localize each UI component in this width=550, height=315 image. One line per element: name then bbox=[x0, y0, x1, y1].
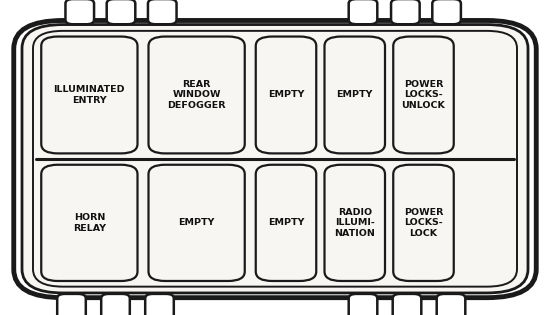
FancyBboxPatch shape bbox=[107, 0, 135, 24]
FancyBboxPatch shape bbox=[14, 20, 536, 298]
FancyBboxPatch shape bbox=[391, 0, 420, 24]
FancyBboxPatch shape bbox=[65, 0, 94, 24]
FancyBboxPatch shape bbox=[349, 0, 377, 24]
FancyBboxPatch shape bbox=[57, 294, 86, 315]
Text: POWER
LOCKS-
LOCK: POWER LOCKS- LOCK bbox=[404, 208, 443, 238]
FancyBboxPatch shape bbox=[324, 37, 385, 153]
FancyBboxPatch shape bbox=[393, 294, 421, 315]
FancyBboxPatch shape bbox=[432, 0, 461, 24]
Text: EMPTY: EMPTY bbox=[268, 90, 304, 100]
FancyBboxPatch shape bbox=[437, 294, 465, 315]
FancyBboxPatch shape bbox=[256, 165, 316, 281]
FancyBboxPatch shape bbox=[256, 37, 316, 153]
FancyBboxPatch shape bbox=[393, 37, 454, 153]
Text: EMPTY: EMPTY bbox=[337, 90, 373, 100]
Text: EMPTY: EMPTY bbox=[268, 218, 304, 227]
FancyBboxPatch shape bbox=[41, 37, 138, 153]
FancyBboxPatch shape bbox=[41, 165, 138, 281]
FancyBboxPatch shape bbox=[33, 31, 517, 287]
Text: HORN
RELAY: HORN RELAY bbox=[73, 213, 106, 232]
FancyBboxPatch shape bbox=[148, 0, 177, 24]
FancyBboxPatch shape bbox=[22, 25, 528, 293]
FancyBboxPatch shape bbox=[393, 165, 454, 281]
FancyBboxPatch shape bbox=[145, 294, 174, 315]
FancyBboxPatch shape bbox=[148, 37, 245, 153]
Text: POWER
LOCKS-
UNLOCK: POWER LOCKS- UNLOCK bbox=[402, 80, 446, 110]
FancyBboxPatch shape bbox=[148, 165, 245, 281]
FancyBboxPatch shape bbox=[324, 165, 385, 281]
Text: RADIO
ILLUMI-
NATION: RADIO ILLUMI- NATION bbox=[334, 208, 375, 238]
FancyBboxPatch shape bbox=[101, 294, 130, 315]
Text: ILLUMINATED
ENTRY: ILLUMINATED ENTRY bbox=[53, 85, 125, 105]
Text: EMPTY: EMPTY bbox=[178, 218, 215, 227]
Text: REAR
WINDOW
DEFOGGER: REAR WINDOW DEFOGGER bbox=[167, 80, 226, 110]
FancyBboxPatch shape bbox=[349, 294, 377, 315]
